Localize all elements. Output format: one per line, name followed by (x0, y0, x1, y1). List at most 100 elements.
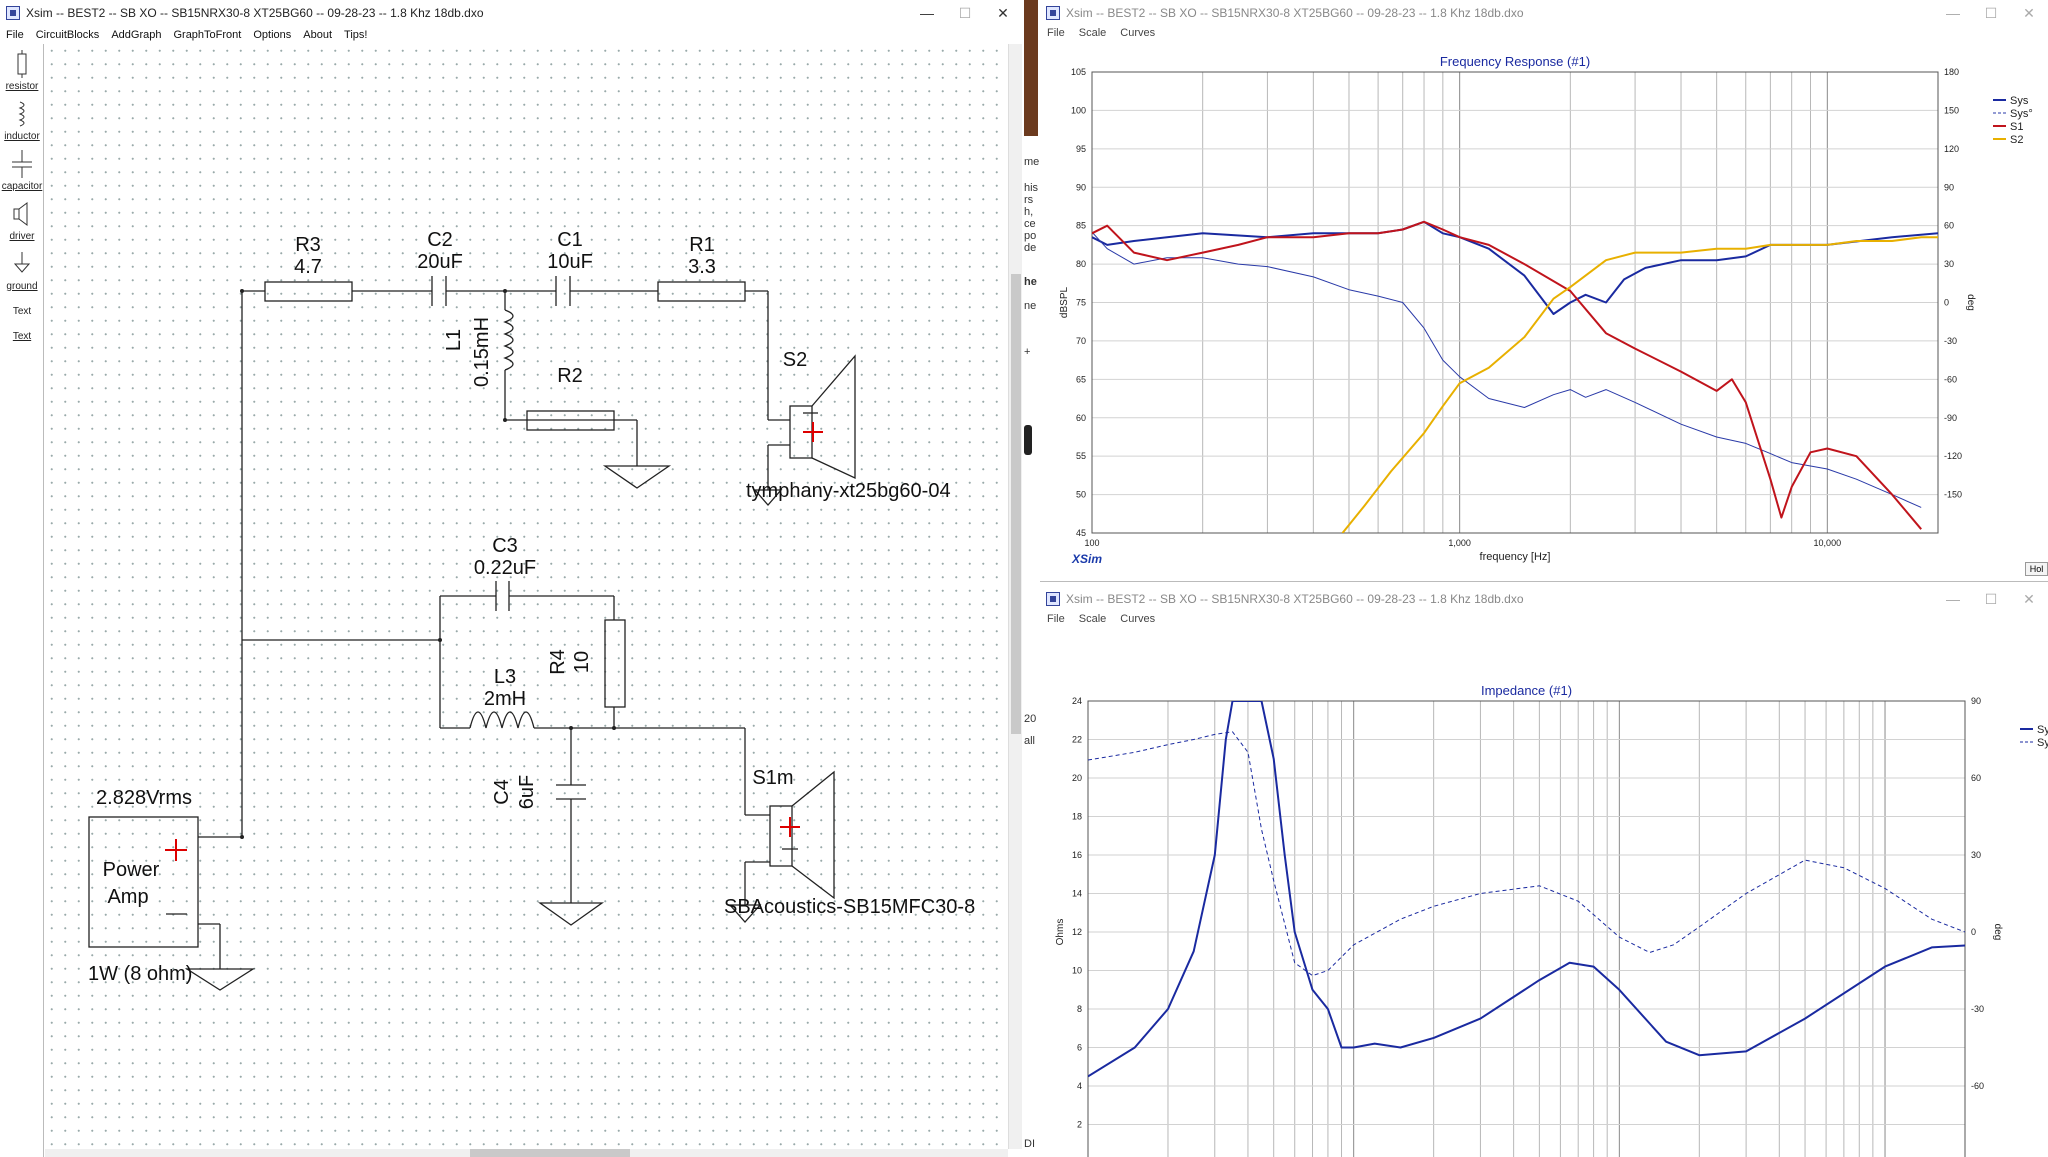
l1-coil[interactable] (503, 309, 514, 371)
l3-coil[interactable] (469, 711, 535, 729)
amp-label-line1: Power (103, 859, 160, 881)
y2-tick-label: 180 (1944, 67, 1959, 77)
menu-scale[interactable]: Scale (1078, 27, 1107, 39)
junction-dot (438, 638, 442, 642)
menu-file[interactable]: File (1047, 613, 1065, 625)
tool-text[interactable]: Text (0, 306, 44, 317)
schematic-canvas[interactable]: R3 4.7 C2 20uF C1 10uF R1 3.3 L1 0.15mH … (45, 44, 1008, 1149)
menu-scale[interactable]: Scale (1078, 613, 1107, 625)
tool-resistor[interactable]: resistor (0, 50, 44, 92)
y2-axis-label: deg (1992, 924, 2003, 941)
series-line-2 (1092, 231, 1922, 508)
strip-text: me (1024, 156, 1040, 168)
strip-text: ce (1024, 218, 1036, 230)
menu-addgraph[interactable]: AddGraph (111, 29, 162, 41)
ground-icon (13, 252, 31, 273)
menu-circuitblocks[interactable]: CircuitBlocks (35, 29, 100, 41)
y-tick-label: 45 (1076, 528, 1086, 538)
frequency-response-chart[interactable]: 45 50 55 60 65 70 75 80 85 90 95 100 105 -150 -120 -90 -… (1040, 42, 2048, 572)
vertical-scroll-thumb[interactable] (1011, 274, 1021, 734)
imp-title-bar[interactable]: Xsim -- BEST2 -- SB XO -- SB15NRX30-8 XT… (1040, 586, 2048, 612)
freq-title-bar[interactable]: Xsim -- BEST2 -- SB XO -- SB15NRX30-8 XT… (1040, 0, 2048, 26)
y2-tick-label: -90 (1944, 413, 1957, 423)
menu-curves[interactable]: Curves (1120, 613, 1156, 625)
r3-body[interactable] (264, 281, 353, 302)
tool-resistor-label: resistor (5, 81, 39, 92)
menu-file[interactable]: File (6, 29, 24, 41)
component-toolbox: resistor inductor capacitor driver groun… (0, 44, 44, 1157)
menu-tips[interactable]: Tips! (344, 29, 368, 41)
background-text-fragment: 20 all (1024, 712, 1036, 748)
junction-dot (503, 289, 507, 293)
schematic-window: Xsim -- BEST2 -- SB XO -- SB15NRX30-8 XT… (0, 0, 1022, 1157)
imp-menu-bar: File Scale Curves (1040, 610, 1162, 628)
menu-file[interactable]: File (1047, 27, 1065, 39)
ground-symbol (184, 968, 256, 991)
hold-button[interactable]: Hol (2025, 562, 2048, 576)
amp-power: 1W (8 ohm) (88, 963, 192, 985)
close-button[interactable]: ✕ (997, 5, 1009, 21)
y-tick-label: 10 (1072, 966, 1082, 976)
tool-capacitor-label: capacitor (1, 181, 43, 192)
series-line-1 (1092, 220, 1938, 315)
s1m-model: SBAcoustics-SB15MFC30-8 (724, 896, 975, 918)
l1-name: L1 (443, 329, 465, 351)
y-tick-label: 14 (1072, 889, 1082, 899)
strip-text: + (1024, 346, 1031, 358)
tool-ground[interactable]: ground (0, 250, 44, 292)
menu-options[interactable]: Options (253, 29, 292, 41)
s1m-name: S1m (752, 767, 793, 789)
menu-graphtofront[interactable]: GraphToFront (173, 29, 242, 41)
y-tick-label: 75 (1076, 298, 1086, 308)
power-amp-body[interactable] (88, 816, 199, 948)
strip-text: po (1024, 230, 1037, 242)
tool-driver[interactable]: driver (0, 200, 44, 242)
y-tick-label: 16 (1072, 850, 1082, 860)
l3-name: L3 (494, 666, 516, 688)
y2-tick-label: 0 (1944, 298, 1949, 308)
menu-curves[interactable]: Curves (1120, 27, 1156, 39)
driver-icon (13, 202, 28, 226)
y2-axis-label: deg (1965, 294, 1976, 311)
x-tick-label: 1,000 (1448, 538, 1471, 548)
minimize-button[interactable]: — (1946, 591, 1960, 607)
c4-name: C4 (491, 779, 513, 805)
close-button[interactable]: ✕ (2023, 5, 2035, 21)
tool-capacitor[interactable]: capacitor (0, 150, 44, 192)
horizontal-scroll-thumb[interactable] (470, 1149, 630, 1157)
r1-name: R1 (689, 234, 715, 256)
menu-about[interactable]: About (303, 29, 333, 41)
r4-name: R4 (547, 649, 569, 675)
legend-entry: S2 (2010, 134, 2023, 146)
y2-tick-label: 60 (1971, 773, 1981, 783)
schematic-horizontal-scrollbar[interactable] (45, 1149, 1008, 1157)
capacitor-icon (12, 150, 32, 178)
y-tick-label: 22 (1072, 735, 1082, 745)
y2-tick-label: -30 (1944, 336, 1957, 346)
s1m-driver-body[interactable] (769, 805, 793, 867)
y2-tick-label: -60 (1944, 374, 1957, 384)
r4-body[interactable] (604, 619, 626, 708)
c4-value: 6uF (516, 775, 538, 809)
y-tick-label: 18 (1072, 812, 1082, 822)
circuit-diagram: R3 4.7 C2 20uF C1 10uF R1 3.3 L1 0.15mH … (88, 229, 975, 991)
impedance-chart[interactable]: 024681012141618202224-60-300306090101001… (1040, 628, 2048, 1157)
maximize-button[interactable]: ☐ (958, 5, 972, 21)
s2-driver-cone[interactable] (811, 354, 856, 480)
strip-text: he (1024, 276, 1037, 288)
schematic-title-bar[interactable]: Xsim -- BEST2 -- SB XO -- SB15NRX30-8 XT… (0, 0, 1022, 26)
r1-body[interactable] (657, 281, 746, 302)
tool-text-underlined[interactable]: Text (0, 331, 44, 342)
series-line-1 (1088, 701, 1965, 1078)
minimize-button[interactable]: — (920, 5, 934, 21)
tool-inductor[interactable]: inductor (0, 100, 44, 142)
close-button[interactable]: ✕ (2023, 591, 2035, 607)
junction-dot (503, 418, 507, 422)
schematic-vertical-scrollbar[interactable] (1008, 44, 1022, 1149)
s1m-driver-cone[interactable] (791, 770, 835, 900)
maximize-button[interactable]: ☐ (1984, 591, 1998, 607)
ground-symbol (728, 904, 762, 923)
imp-window-title: Xsim -- BEST2 -- SB XO -- SB15NRX30-8 XT… (1066, 592, 1524, 606)
maximize-button[interactable]: ☐ (1984, 5, 1998, 21)
minimize-button[interactable]: — (1946, 5, 1960, 21)
